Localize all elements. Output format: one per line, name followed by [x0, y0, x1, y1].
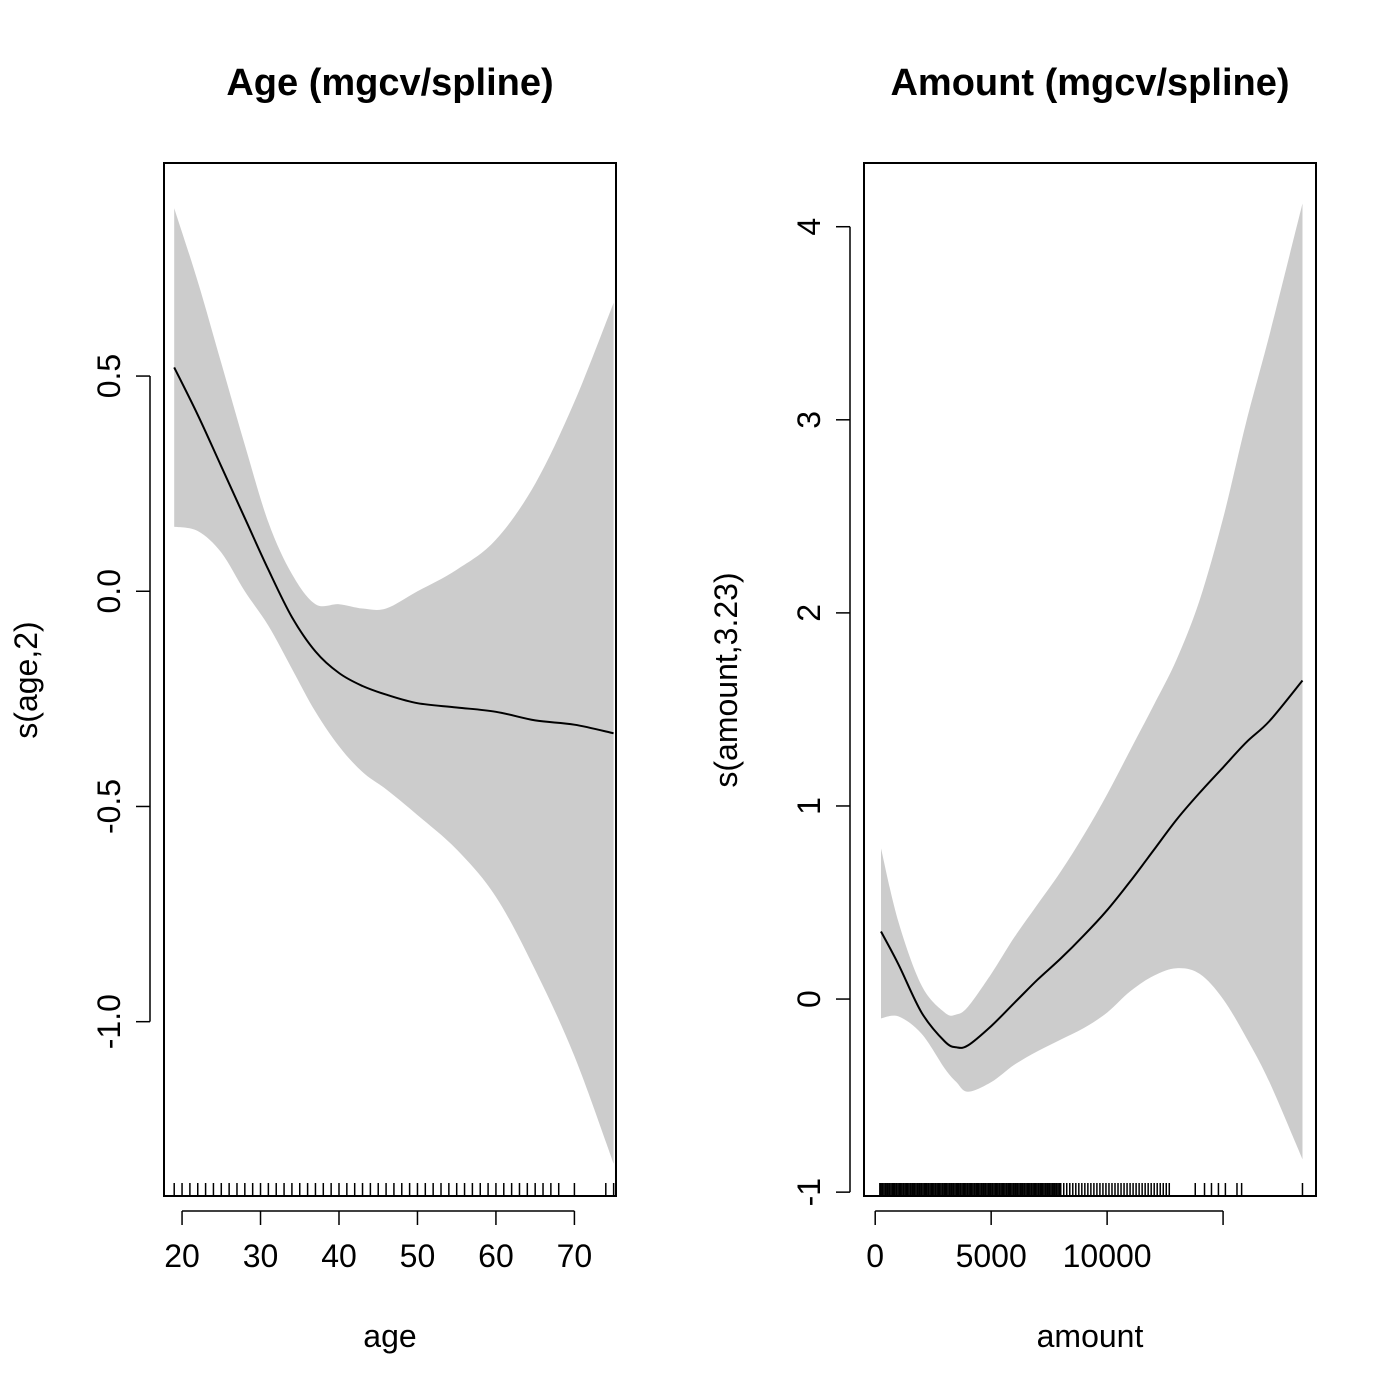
x-tick-label: 40: [321, 1238, 357, 1274]
y-tick-label: 4: [791, 218, 827, 236]
chart-title: Amount (mgcv/spline): [890, 62, 1289, 104]
y-tick-label: 0: [791, 990, 827, 1008]
x-axis: 20 30 40 50 60 70: [164, 1210, 593, 1274]
y-axis: -1.0 -0.5 0.0 0.5: [91, 354, 151, 1049]
x-tick-label: 20: [164, 1238, 200, 1274]
x-axis-title: amount: [1037, 1318, 1144, 1354]
x-axis: 0 5000 10000: [866, 1210, 1224, 1274]
fit-line: [173, 366, 614, 735]
x-tick-label: 50: [400, 1238, 436, 1274]
x-tick-label: 60: [478, 1238, 514, 1274]
amount-smooth-panel: Amount (mgcv/spline) amount s(amount,3.2…: [708, 62, 1317, 1354]
fit-line: [880, 679, 1304, 1049]
x-axis-title: age: [363, 1318, 416, 1354]
fit-line-layer: [880, 679, 1304, 1049]
x-tick-label: 10000: [1063, 1238, 1152, 1274]
chart-title: Age (mgcv/spline): [226, 62, 553, 104]
y-tick-label: 2: [791, 604, 827, 622]
x-tick-label: 30: [243, 1238, 279, 1274]
confidence-band-layer: [174, 208, 614, 1164]
x-tick-label: 5000: [956, 1238, 1027, 1274]
x-tick-label: 70: [557, 1238, 593, 1274]
fit-line-layer: [173, 366, 614, 735]
x-tick-label: 0: [866, 1238, 884, 1274]
y-axis-title: s(age,2): [8, 621, 44, 738]
plot-frame: [863, 162, 1317, 1197]
y-tick-label: -0.5: [91, 779, 127, 834]
age-smooth-panel: Age (mgcv/spline) age s(age,2) 20 30 40 50 6…: [8, 62, 617, 1354]
y-tick-label: -1: [791, 1178, 827, 1206]
confidence-band: [881, 203, 1303, 1160]
y-tick-label: 0.5: [91, 354, 127, 398]
plot-frame: [163, 162, 617, 1197]
y-tick-label: 0.0: [91, 569, 127, 613]
confidence-band-layer: [881, 203, 1303, 1160]
y-tick-label: 1: [791, 797, 827, 815]
rug-layer: [173, 1183, 615, 1195]
y-axis: -1 0 1 2 3 4: [791, 218, 851, 1206]
rug-layer: [879, 1183, 1304, 1195]
y-tick-label: -1.0: [91, 994, 127, 1049]
y-tick-label: 3: [791, 411, 827, 429]
confidence-band: [174, 208, 614, 1164]
y-axis-title: s(amount,3.23): [708, 572, 744, 787]
